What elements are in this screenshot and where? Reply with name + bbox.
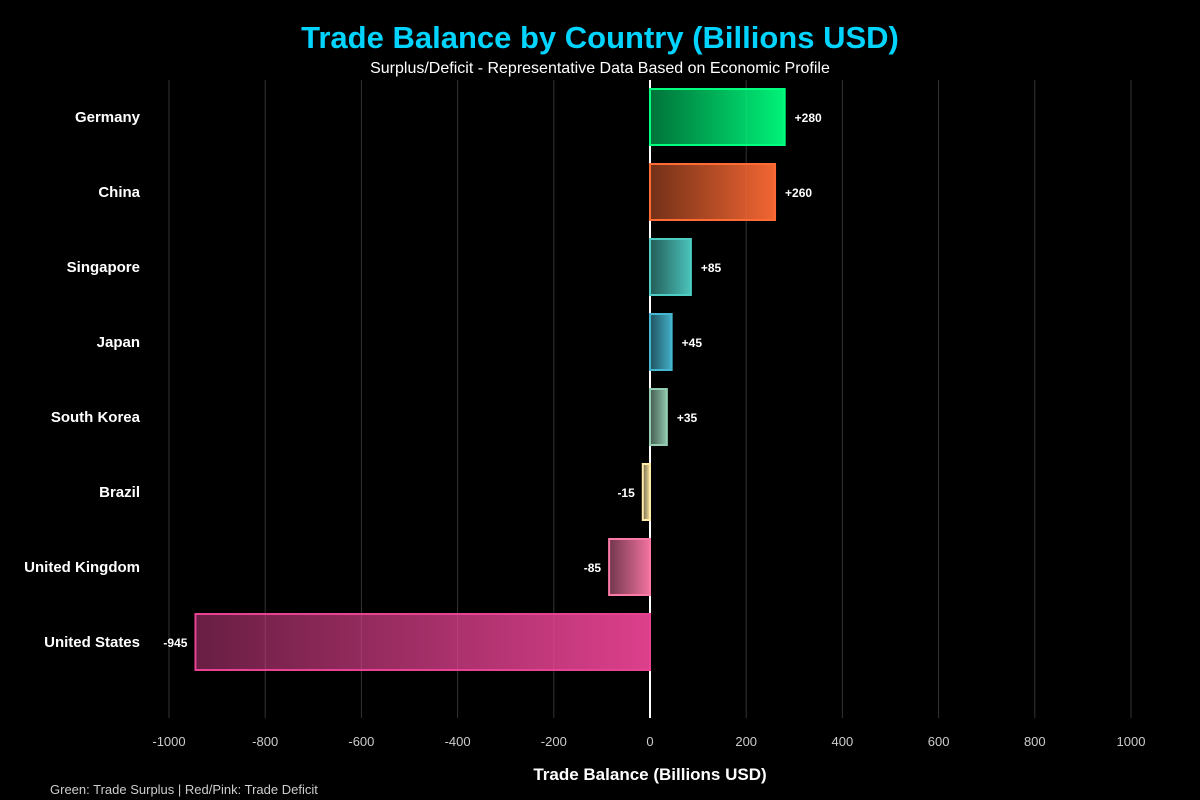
x-tick-label: -800 <box>252 734 278 749</box>
bar[interactable] <box>649 388 668 446</box>
data-label: +280 <box>795 111 822 125</box>
x-axis-label: Trade Balance (Billions USD) <box>533 765 766 784</box>
chart-title: Trade Balance by Country (Billions USD) <box>301 20 899 55</box>
data-label: +45 <box>682 336 703 350</box>
data-label: -15 <box>617 486 635 500</box>
bar[interactable] <box>649 163 777 221</box>
category-label: South Korea <box>51 409 141 426</box>
category-label: China <box>98 184 140 201</box>
x-tick-label: -400 <box>445 734 471 749</box>
footnote: Green: Trade Surplus | Red/Pink: Trade D… <box>50 782 318 797</box>
chart-subtitle: Surplus/Deficit - Representative Data Ba… <box>370 60 830 77</box>
category-label: Singapore <box>67 259 140 276</box>
bar[interactable] <box>649 313 673 371</box>
x-tick-label: 800 <box>1024 734 1046 749</box>
bar[interactable] <box>649 238 692 296</box>
x-tick-label: 400 <box>832 734 854 749</box>
x-tick-label: -1000 <box>152 734 185 749</box>
x-tick-label: 600 <box>928 734 950 749</box>
bar[interactable] <box>608 538 651 596</box>
x-tick-label: -600 <box>348 734 374 749</box>
bar[interactable] <box>641 463 651 521</box>
category-label: United Kingdom <box>24 559 140 576</box>
x-tick-label: 1000 <box>1117 734 1146 749</box>
data-label: -945 <box>163 636 187 650</box>
data-label: +35 <box>677 411 698 425</box>
category-label: Brazil <box>99 484 140 501</box>
x-tick-label: 0 <box>646 734 653 749</box>
category-label: Germany <box>75 109 141 126</box>
bar[interactable] <box>649 88 786 146</box>
data-label: +85 <box>701 261 722 275</box>
category-label: United States <box>44 634 140 651</box>
category-label: Japan <box>97 334 140 351</box>
x-tick-label: 200 <box>735 734 757 749</box>
data-label: +260 <box>785 186 812 200</box>
x-tick-label: -200 <box>541 734 567 749</box>
bar[interactable] <box>194 613 652 671</box>
data-label: -85 <box>584 561 602 575</box>
